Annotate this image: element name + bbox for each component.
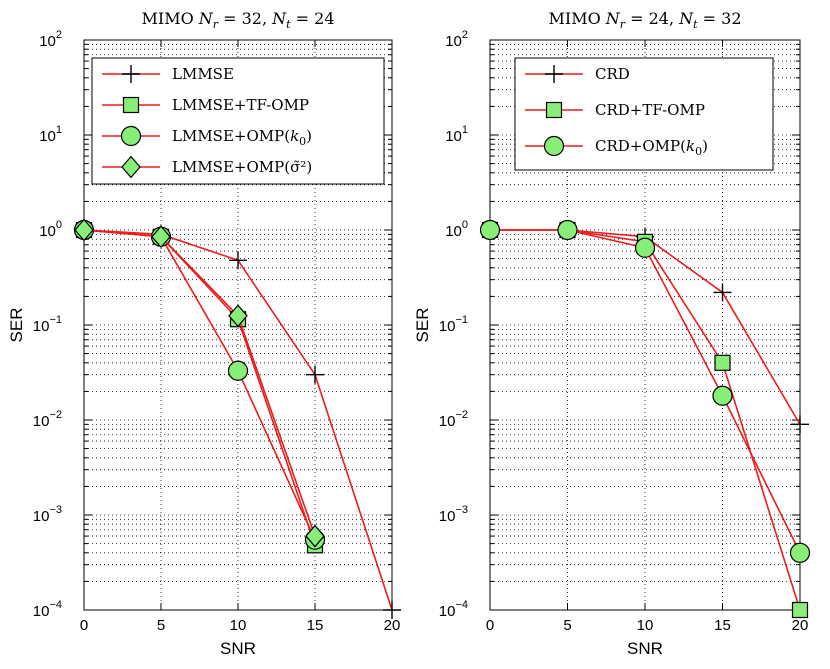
series-4 (74, 218, 325, 548)
y-tick-label: 10−1 (33, 314, 62, 335)
legend-item: CRD+OMP(k0) (525, 135, 708, 158)
y-tick-label: 101 (445, 124, 468, 145)
y-tick-label: 100 (39, 219, 62, 240)
y-axis-label: SER (413, 308, 432, 343)
data-point (305, 524, 325, 548)
x-tick-label: 15 (714, 617, 731, 634)
x-tick-label: 20 (384, 617, 401, 634)
series-line (490, 229, 801, 425)
legend-item: LMMSE+OMP(σ̃²) (102, 155, 312, 179)
y-tick-label: 100 (445, 219, 468, 240)
x-tick-label: 15 (307, 617, 324, 634)
x-tick-label: 0 (486, 617, 494, 634)
y-tick-label: 101 (39, 124, 62, 145)
series-3 (73, 219, 326, 550)
legend-item: LMMSE (102, 65, 234, 83)
legend-marker (543, 135, 565, 157)
data-point (479, 219, 501, 241)
legend-item: LMMSE+OMP(k0) (102, 125, 312, 148)
data-point (74, 218, 94, 242)
legend-box (91, 57, 385, 185)
legend-label: CRD (595, 65, 630, 83)
y-tick-label: 10−3 (439, 504, 468, 525)
x-tick-label: 5 (157, 617, 165, 634)
chart-panel-1: 0 5 10 15 20 10−4 10−3 10−2 10−1 100 101 102 SNR SER M… (7, 9, 401, 658)
legend-item: CRD (525, 65, 630, 83)
x-tick-label: 10 (637, 617, 654, 634)
y-axis-label: SER (7, 308, 26, 343)
grid (489, 40, 801, 611)
series-2 (75, 221, 324, 554)
legend-item: CRD+TF-OMP (525, 101, 705, 119)
x-axis-label: SNR (627, 639, 663, 658)
y-tick-label: 10−3 (33, 504, 62, 525)
data-point (228, 304, 248, 328)
legend-marker (545, 101, 563, 119)
data-point (557, 219, 578, 241)
data-point (151, 225, 171, 249)
y-tick-label: 102 (39, 29, 62, 50)
chart-title: MIMO Nr = 24, Nt = 32 (548, 9, 741, 31)
data-point (634, 237, 656, 258)
legend-item: LMMSE+TF-OMP (102, 96, 309, 114)
x-tick-label: 20 (792, 617, 809, 634)
y-tick-label: 10−4 (33, 599, 62, 620)
plot-frame (489, 39, 801, 611)
x-tick-label: 0 (80, 617, 88, 634)
y-tick-label: 10−2 (439, 409, 468, 430)
legend-marker (122, 96, 140, 114)
series-3 (479, 219, 811, 563)
legend-marker (120, 125, 142, 147)
y-tick-label: 10−4 (439, 599, 468, 620)
data-point (714, 354, 731, 371)
y-tick-label: 10−2 (33, 409, 62, 430)
data-point (227, 360, 249, 381)
x-axis-label: SNR (220, 639, 256, 658)
legend-marker (121, 155, 141, 179)
data-point (789, 542, 811, 563)
series-line (83, 229, 316, 537)
data-point (791, 601, 809, 619)
data-point (712, 385, 733, 406)
legend: LMMSE LMMSE+TF-OMP LMMSE+OMP(k0) LMMSE+OMP(… (91, 57, 385, 185)
legend-label: CRD+OMP(k0) (595, 137, 708, 158)
legend: CRD CRD+TF-OMP CRD+OMP(k0) (514, 57, 774, 171)
chart-panel-2: 0 5 10 15 20 10−4 10−3 10−2 10−1 100 101 102 SNR SER M… (413, 9, 811, 658)
chart-title: MIMO Nr = 32, Nt = 24 (141, 9, 334, 31)
x-tick-label: 5 (563, 617, 571, 634)
plot-frame (83, 39, 393, 611)
x-tick-label: 10 (230, 617, 247, 634)
y-tick-label: 102 (445, 29, 468, 50)
legend-label: CRD+TF-OMP (595, 101, 705, 119)
legend-label: LMMSE+TF-OMP (172, 96, 309, 114)
y-tick-label: 10−1 (439, 314, 468, 335)
legend-label: LMMSE+OMP(σ̃²) (172, 158, 312, 176)
legend-label: LMMSE+OMP(k0) (172, 127, 312, 148)
legend-label: LMMSE (172, 65, 234, 83)
